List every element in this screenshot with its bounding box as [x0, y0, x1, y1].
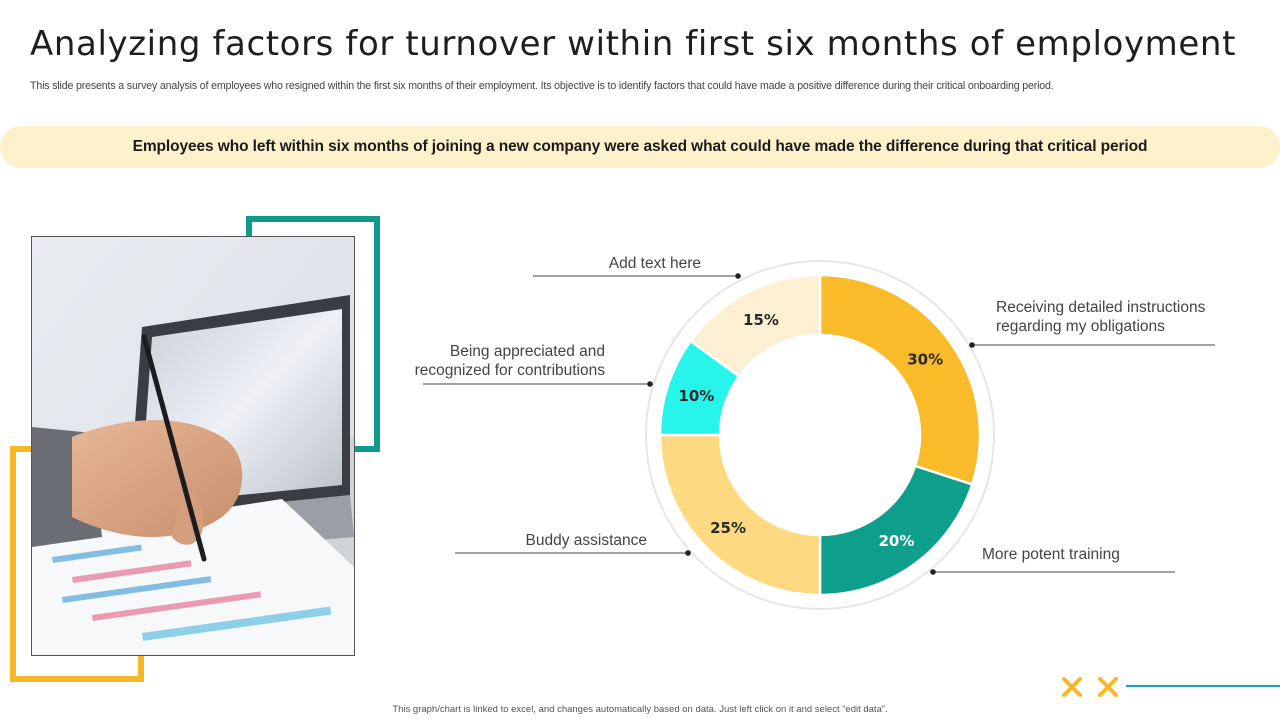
slice-value-label: 10%	[678, 387, 714, 405]
question-banner-text: Employees who left within six months of …	[132, 138, 1148, 155]
donut-slice	[688, 273, 822, 378]
callout-label: More potent training	[982, 546, 1120, 563]
callout-label: Being appreciated and	[450, 343, 605, 360]
donut-chart: 30% 20% 25% 10% 15% Receiving detailed instru…	[400, 230, 1260, 630]
decoration-marks	[1062, 677, 1280, 697]
slice-value-label: 20%	[878, 532, 914, 550]
donut-slice	[658, 433, 822, 597]
x-mark-icon	[1098, 677, 1118, 697]
question-banner: Employees who left within six months of …	[0, 126, 1280, 168]
slice-value-label: 25%	[710, 519, 746, 537]
callout-dot	[735, 273, 741, 279]
photo-hand-writing-laptop	[31, 236, 355, 656]
donut-slice	[818, 464, 974, 597]
donut-chart-svg: 30% 20% 25% 10% 15% Receiving detailed instru…	[415, 255, 1215, 610]
callout-label: recognized for contributions	[415, 362, 606, 379]
x-mark-icon	[1062, 677, 1082, 697]
callout-label: Receiving detailed instructions	[996, 299, 1206, 316]
donut-outer-ring	[645, 260, 995, 610]
callout-dot	[969, 342, 975, 348]
callout-label: Buddy assistance	[526, 532, 648, 549]
callout-dot	[685, 550, 691, 556]
callout-dot	[647, 381, 653, 387]
footer-note: This graph/chart is linked to excel, and…	[392, 704, 888, 715]
slice-value-label: 30%	[907, 351, 943, 369]
callout-dot	[930, 569, 936, 575]
slice-value-label: 15%	[743, 311, 779, 329]
page-title: Analyzing factors for turnover within fi…	[30, 24, 1236, 64]
page-subtitle: This slide presents a survey analysis of…	[30, 80, 1054, 92]
callout-label: regarding my obligations	[996, 318, 1165, 335]
callout-label: Add text here	[609, 255, 701, 272]
donut-slice	[818, 273, 982, 487]
